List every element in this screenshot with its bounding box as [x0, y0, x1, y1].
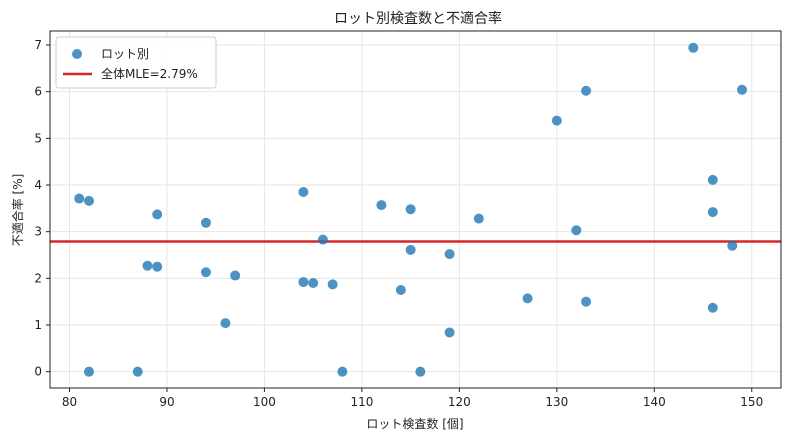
chart-title: ロット別検査数と不適合率	[334, 10, 502, 27]
y-tick-label: 1	[34, 318, 42, 332]
data-point	[395, 285, 406, 295]
y-tick-label: 0	[34, 365, 42, 379]
plot-area-frame	[49, 30, 782, 389]
legend-marker-scatter	[72, 49, 82, 59]
y-tick-label: 6	[34, 85, 42, 99]
x-tick-label: 130	[545, 395, 568, 409]
y-tick-label: 5	[34, 131, 42, 145]
data-point	[707, 302, 718, 313]
data-point	[405, 204, 416, 215]
data-point	[737, 84, 748, 95]
x-tick-label: 120	[448, 395, 471, 409]
data-point	[707, 174, 718, 185]
data-point	[551, 115, 562, 126]
data-point	[317, 234, 328, 245]
data-point	[337, 366, 348, 377]
grid-lines	[50, 31, 781, 388]
data-point	[688, 42, 699, 53]
x-tick-label: 110	[350, 395, 373, 409]
data-point	[200, 267, 211, 278]
data-point	[571, 225, 582, 236]
data-point	[581, 85, 592, 96]
data-point	[522, 293, 533, 304]
x-tick-label: 140	[643, 395, 666, 409]
x-tick-label: 80	[62, 395, 77, 409]
data-point	[200, 217, 211, 228]
data-point	[230, 270, 241, 281]
data-point	[405, 244, 416, 255]
data-point	[220, 318, 231, 329]
data-points	[74, 42, 748, 377]
legend-box	[55, 36, 217, 89]
data-point	[142, 260, 153, 271]
data-point	[327, 279, 338, 290]
data-point	[473, 213, 484, 224]
data-point	[298, 187, 309, 197]
data-point	[581, 296, 592, 307]
data-point	[152, 261, 163, 272]
data-point	[707, 207, 718, 218]
legend-label-mle: 全体MLE=2.79%	[101, 66, 198, 81]
data-point	[298, 277, 309, 288]
data-point	[727, 240, 738, 251]
data-point	[444, 249, 455, 260]
legend: ロット別 全体MLE=2.79%	[55, 36, 217, 89]
y-tick-label: 2	[34, 271, 42, 285]
x-axis-ticks: 80 90 100 110 120 130 140 150	[62, 388, 763, 409]
y-axis-ticks: 0 1 2 3 4 5 6 7	[34, 38, 50, 379]
data-point	[74, 193, 85, 204]
x-tick-label: 100	[253, 395, 276, 409]
y-axis-label: 不適合率 [%]	[10, 174, 25, 247]
x-tick-label: 150	[740, 395, 763, 409]
data-point	[152, 209, 163, 220]
x-tick-label: 90	[159, 395, 174, 409]
data-point	[376, 200, 387, 211]
x-axis-label: ロット検査数 [個]	[366, 416, 463, 431]
data-point	[83, 195, 94, 206]
data-point	[83, 366, 94, 377]
data-point	[415, 366, 426, 377]
y-tick-label: 7	[34, 38, 42, 52]
data-point	[308, 278, 319, 288]
data-point	[444, 327, 455, 338]
y-tick-label: 3	[34, 225, 42, 239]
y-tick-label: 4	[34, 178, 42, 192]
legend-label-scatter: ロット別	[101, 47, 149, 61]
data-point	[132, 366, 143, 377]
